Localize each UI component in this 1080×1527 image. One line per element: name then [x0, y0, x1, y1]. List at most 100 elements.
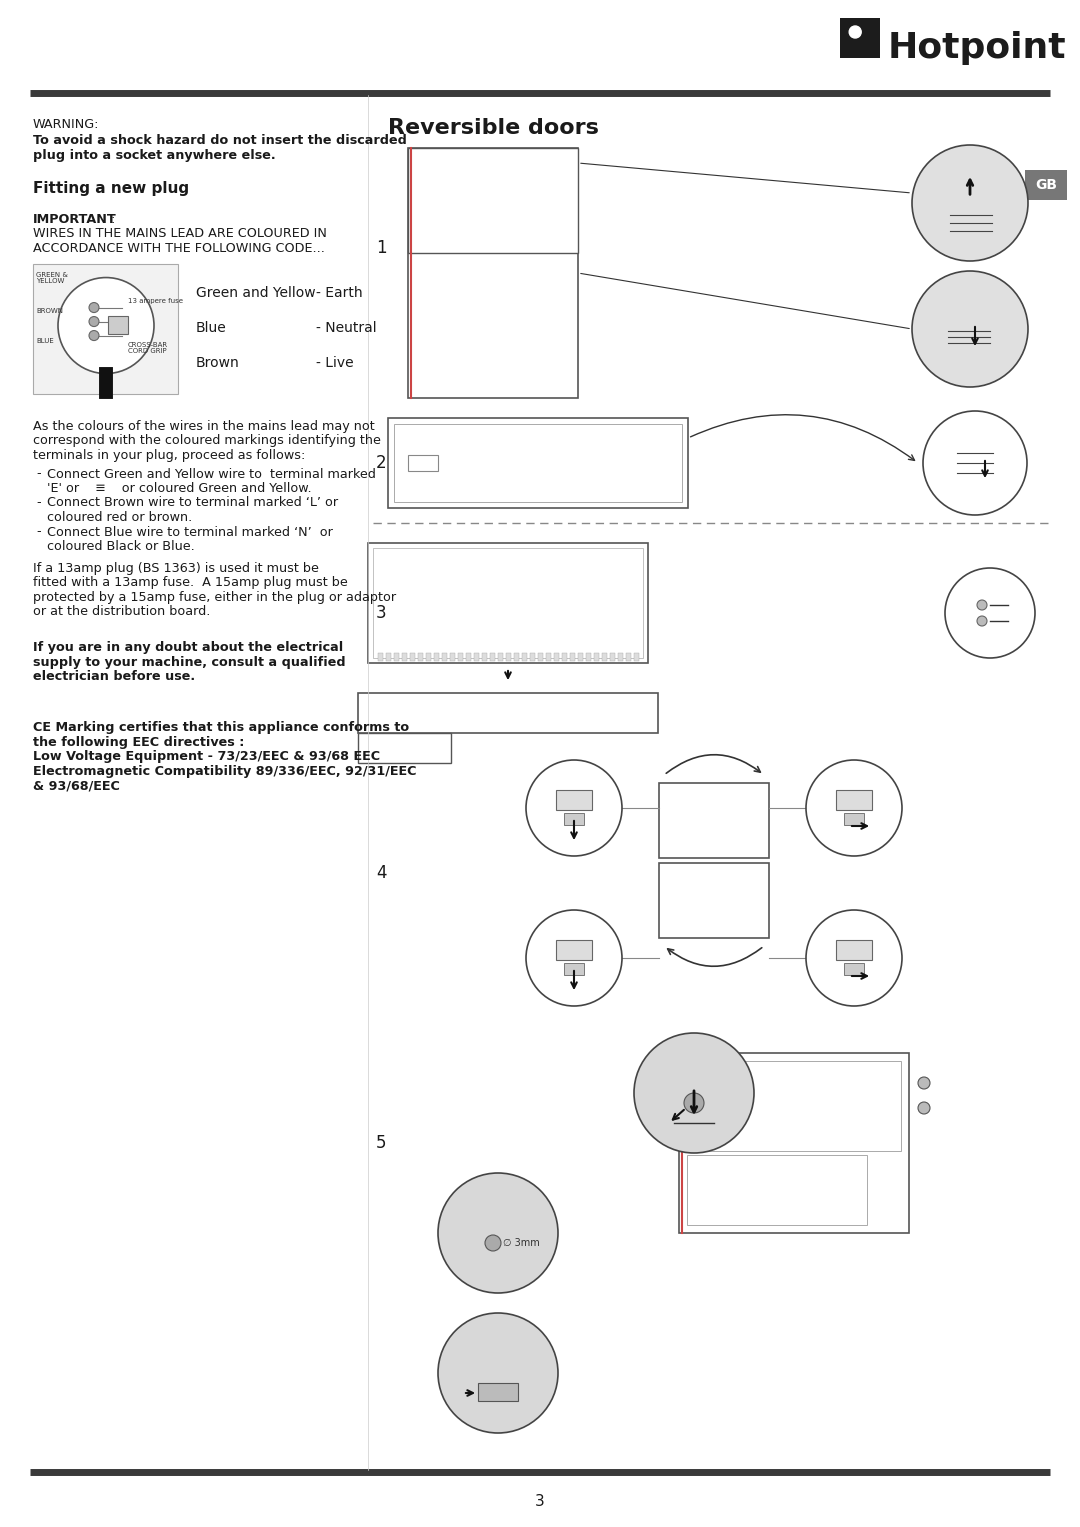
Bar — [570, 654, 575, 661]
Text: correspond with the coloured markings identifying the: correspond with the coloured markings id… — [33, 434, 381, 447]
Circle shape — [438, 1313, 558, 1432]
Text: CROSS-BAR: CROSS-BAR — [129, 342, 168, 348]
Text: Blue: Blue — [195, 321, 227, 334]
Bar — [618, 654, 623, 661]
Bar — [556, 941, 592, 960]
Circle shape — [977, 600, 987, 609]
Text: Connect Blue wire to terminal marked ‘N’  or: Connect Blue wire to terminal marked ‘N’… — [48, 525, 333, 539]
Bar — [426, 654, 431, 661]
Bar — [843, 812, 864, 825]
Text: Connect Green and Yellow wire to  terminal marked: Connect Green and Yellow wire to termina… — [48, 467, 376, 481]
Text: Brown: Brown — [195, 356, 240, 370]
Text: BLUE: BLUE — [36, 337, 54, 344]
Bar — [578, 654, 583, 661]
Bar — [562, 654, 567, 661]
Text: ACCORDANCE WITH THE FOLLOWING CODE...: ACCORDANCE WITH THE FOLLOWING CODE... — [33, 241, 325, 255]
Bar — [840, 18, 880, 58]
Circle shape — [923, 411, 1027, 515]
Bar — [450, 654, 455, 661]
Text: Electromagnetic Compatibility 89/336/EEC, 92/31/EEC: Electromagnetic Compatibility 89/336/EEC… — [33, 765, 417, 777]
Text: GB: GB — [1035, 179, 1057, 192]
Text: or at the distribution board.: or at the distribution board. — [33, 605, 211, 618]
Bar — [1025, 169, 1067, 200]
Text: fitted with a 13amp fuse.  A 15amp plug must be: fitted with a 13amp fuse. A 15amp plug m… — [33, 576, 348, 589]
Bar — [514, 654, 519, 661]
Bar — [602, 654, 607, 661]
Bar — [402, 654, 407, 661]
Circle shape — [849, 26, 861, 38]
Text: terminals in your plug, proceed as follows:: terminals in your plug, proceed as follo… — [33, 449, 306, 461]
Text: - Live: - Live — [316, 356, 353, 370]
Text: plug into a socket anywhere else.: plug into a socket anywhere else. — [33, 150, 275, 162]
Text: 1: 1 — [376, 240, 387, 257]
Text: coloured red or brown.: coloured red or brown. — [48, 512, 192, 524]
Bar — [522, 654, 527, 661]
Text: IMPORTANT: IMPORTANT — [33, 212, 117, 226]
Bar — [564, 964, 584, 976]
Text: -: - — [36, 525, 41, 539]
Text: 4: 4 — [376, 864, 387, 883]
Circle shape — [89, 316, 99, 327]
Bar — [357, 733, 451, 764]
Bar — [490, 654, 495, 661]
Bar — [610, 654, 615, 661]
Bar — [546, 654, 551, 661]
Text: electrician before use.: electrician before use. — [33, 670, 195, 684]
Bar — [418, 654, 423, 661]
Bar — [465, 654, 471, 661]
Text: protected by a 15amp fuse, either in the plug or adaptor: protected by a 15amp fuse, either in the… — [33, 591, 396, 603]
Bar — [408, 455, 438, 470]
Bar — [687, 1061, 901, 1151]
Circle shape — [438, 1173, 558, 1293]
Text: WARNING:: WARNING: — [33, 118, 99, 131]
Bar — [659, 783, 769, 858]
Text: ∅ 3mm: ∅ 3mm — [503, 1238, 540, 1248]
Bar — [478, 1383, 518, 1400]
Text: Fitting a new plug: Fitting a new plug — [33, 180, 189, 195]
Text: :: : — [111, 212, 116, 226]
Bar — [386, 654, 391, 661]
Circle shape — [945, 568, 1035, 658]
Bar — [626, 654, 631, 661]
Circle shape — [684, 1093, 704, 1113]
Bar — [434, 654, 438, 661]
Bar — [108, 316, 129, 333]
Text: GREEN &: GREEN & — [36, 272, 68, 278]
Text: 2: 2 — [376, 454, 387, 472]
Text: 'E' or    ≡    or coloured Green and Yellow.: 'E' or ≡ or coloured Green and Yellow. — [48, 483, 312, 495]
Bar — [530, 654, 535, 661]
Bar — [554, 654, 559, 661]
Circle shape — [918, 1077, 930, 1089]
Text: Connect Brown wire to terminal marked ‘L’ or: Connect Brown wire to terminal marked ‘L… — [48, 496, 338, 510]
Text: Hotpoint: Hotpoint — [888, 31, 1067, 66]
Text: As the colours of the wires in the mains lead may not: As the colours of the wires in the mains… — [33, 420, 375, 432]
Bar — [594, 654, 599, 661]
Circle shape — [918, 1102, 930, 1115]
Text: - Neutral: - Neutral — [316, 321, 377, 334]
Bar — [586, 654, 591, 661]
Text: BROWN: BROWN — [36, 307, 63, 313]
Circle shape — [634, 1032, 754, 1153]
Text: Green and Yellow: Green and Yellow — [195, 286, 315, 299]
Bar — [357, 693, 658, 733]
Bar — [408, 148, 578, 253]
Circle shape — [806, 760, 902, 857]
Text: Reversible doors: Reversible doors — [388, 118, 599, 137]
Bar — [564, 812, 584, 825]
Text: 13 ampere fuse: 13 ampere fuse — [129, 298, 183, 304]
Bar — [556, 789, 592, 809]
Text: & 93/68/EEC: & 93/68/EEC — [33, 779, 120, 793]
Circle shape — [89, 302, 99, 313]
Bar — [378, 654, 383, 661]
Bar — [482, 654, 487, 661]
Bar — [474, 654, 480, 661]
Text: CE Marking certifies that this appliance conforms to: CE Marking certifies that this appliance… — [33, 721, 409, 734]
Bar — [394, 425, 681, 502]
Circle shape — [526, 760, 622, 857]
Bar — [368, 544, 648, 663]
Text: supply to your machine, consult a qualified: supply to your machine, consult a qualif… — [33, 657, 346, 669]
Bar — [394, 654, 399, 661]
Bar — [442, 654, 447, 661]
Bar — [388, 418, 688, 508]
Bar — [634, 654, 639, 661]
